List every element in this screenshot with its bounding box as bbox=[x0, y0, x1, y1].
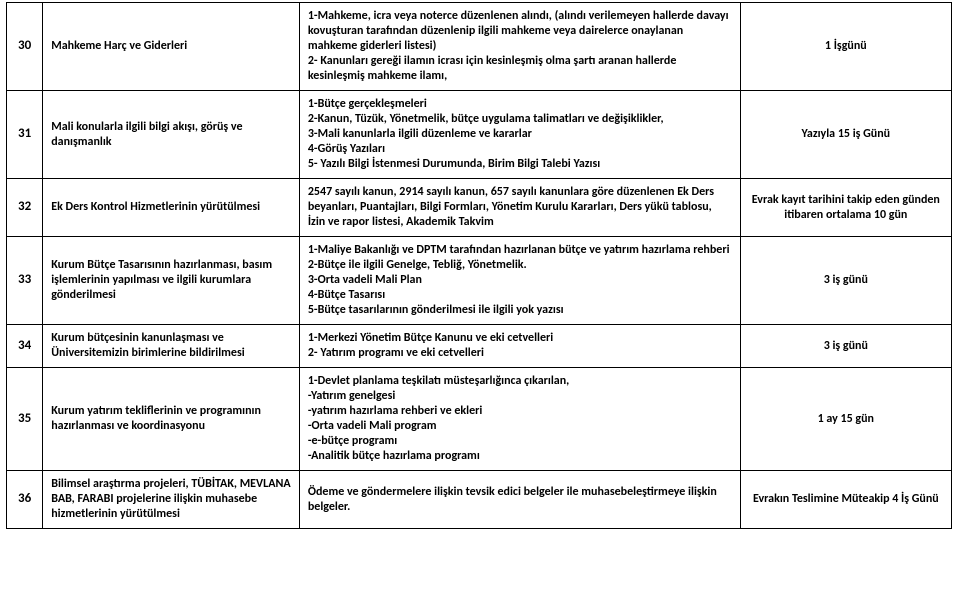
desc-line: -e-bütçe programı bbox=[308, 434, 732, 449]
service-table-body: 30 Mahkeme Harç ve Giderleri 1-Mahkeme, … bbox=[7, 3, 952, 529]
desc-line: -Yatırım genelgesi bbox=[308, 389, 732, 404]
table-row: 34 Kurum bütçesinin kanunlaşması ve Üniv… bbox=[7, 325, 952, 368]
desc-line: 2- Kanunları gereği ilamın icrası için k… bbox=[308, 54, 732, 84]
service-desc: Ödeme ve göndermelere ilişkin tevsik edi… bbox=[299, 471, 740, 529]
desc-line: 1-Mahkeme, icra veya noterce düzenlenen … bbox=[308, 9, 732, 54]
service-desc: 2547 sayılı kanun, 2914 sayılı kanun, 65… bbox=[299, 179, 740, 237]
row-number: 34 bbox=[7, 325, 43, 368]
duration: 3 iş günü bbox=[740, 325, 951, 368]
desc-line: 4-Bütçe Tasarısı bbox=[308, 288, 732, 303]
table-row: 32 Ek Ders Kontrol Hizmetlerinin yürütül… bbox=[7, 179, 952, 237]
desc-line: 3-Mali kanunlarla ilgili düzenleme ve ka… bbox=[308, 127, 732, 142]
duration: Evrakın Teslimine Müteakip 4 İş Günü bbox=[740, 471, 951, 529]
row-number: 36 bbox=[7, 471, 43, 529]
duration: Yazıyla 15 iş Günü bbox=[740, 91, 951, 179]
service-name: Mali konularla ilgili bilgi akışı, görüş… bbox=[43, 91, 300, 179]
desc-line: 3-Orta vadeli Mali Plan bbox=[308, 273, 732, 288]
service-table: 30 Mahkeme Harç ve Giderleri 1-Mahkeme, … bbox=[6, 2, 952, 529]
desc-line: -yatırım hazırlama rehberi ve ekleri bbox=[308, 404, 732, 419]
desc-line: -Orta vadeli Mali program bbox=[308, 419, 732, 434]
desc-line: 4-Görüş Yazıları bbox=[308, 142, 732, 157]
service-name: Kurum Bütçe Tasarısının hazırlanması, ba… bbox=[43, 237, 300, 325]
row-number: 30 bbox=[7, 3, 43, 91]
service-name: Kurum bütçesinin kanunlaşması ve Ünivers… bbox=[43, 325, 300, 368]
service-name: Kurum yatırım tekliflerinin ve programın… bbox=[43, 368, 300, 471]
row-number: 35 bbox=[7, 368, 43, 471]
row-number: 33 bbox=[7, 237, 43, 325]
desc-line: 2547 sayılı kanun, 2914 sayılı kanun, 65… bbox=[308, 185, 732, 230]
service-desc: 1-Maliye Bakanlığı ve DPTM tarafından ha… bbox=[299, 237, 740, 325]
service-name: Mahkeme Harç ve Giderleri bbox=[43, 3, 300, 91]
duration: 1 İşgünü bbox=[740, 3, 951, 91]
desc-line: 5-Bütçe tasarılarının gönderilmesi ile i… bbox=[308, 303, 732, 318]
table-row: 31 Mali konularla ilgili bilgi akışı, gö… bbox=[7, 91, 952, 179]
service-desc: 1-Devlet planlama teşkilatı müsteşarlığı… bbox=[299, 368, 740, 471]
desc-line: 2-Bütçe ile ilgili Genelge, Tebliğ, Yöne… bbox=[308, 258, 732, 273]
row-number: 32 bbox=[7, 179, 43, 237]
desc-line: Ödeme ve göndermelere ilişkin tevsik edi… bbox=[308, 485, 732, 515]
table-row: 33 Kurum Bütçe Tasarısının hazırlanması,… bbox=[7, 237, 952, 325]
desc-line: 1-Merkezi Yönetim Bütçe Kanunu ve eki ce… bbox=[308, 331, 732, 346]
desc-line: 1-Maliye Bakanlığı ve DPTM tarafından ha… bbox=[308, 243, 732, 258]
row-number: 31 bbox=[7, 91, 43, 179]
service-name: Bilimsel araştırma projeleri, TÜBİTAK, M… bbox=[43, 471, 300, 529]
table-row: 36 Bilimsel araştırma projeleri, TÜBİTAK… bbox=[7, 471, 952, 529]
service-desc: 1-Bütçe gerçekleşmeleri 2-Kanun, Tüzük, … bbox=[299, 91, 740, 179]
duration: Evrak kayıt tarihini takip eden günden i… bbox=[740, 179, 951, 237]
service-desc: 1-Mahkeme, icra veya noterce düzenlenen … bbox=[299, 3, 740, 91]
desc-line: 5- Yazılı Bilgi İstenmesi Durumunda, Bir… bbox=[308, 157, 732, 172]
desc-line: -Analitik bütçe hazırlama programı bbox=[308, 449, 732, 464]
service-name: Ek Ders Kontrol Hizmetlerinin yürütülmes… bbox=[43, 179, 300, 237]
desc-line: 2- Yatırım programı ve eki cetvelleri bbox=[308, 346, 732, 361]
page: 30 Mahkeme Harç ve Giderleri 1-Mahkeme, … bbox=[0, 0, 960, 603]
desc-line: 1-Devlet planlama teşkilatı müsteşarlığı… bbox=[308, 374, 732, 389]
duration: 3 iş günü bbox=[740, 237, 951, 325]
table-row: 30 Mahkeme Harç ve Giderleri 1-Mahkeme, … bbox=[7, 3, 952, 91]
duration: 1 ay 15 gün bbox=[740, 368, 951, 471]
service-desc: 1-Merkezi Yönetim Bütçe Kanunu ve eki ce… bbox=[299, 325, 740, 368]
table-row: 35 Kurum yatırım tekliflerinin ve progra… bbox=[7, 368, 952, 471]
desc-line: 2-Kanun, Tüzük, Yönetmelik, bütçe uygula… bbox=[308, 112, 732, 127]
desc-line: 1-Bütçe gerçekleşmeleri bbox=[308, 97, 732, 112]
